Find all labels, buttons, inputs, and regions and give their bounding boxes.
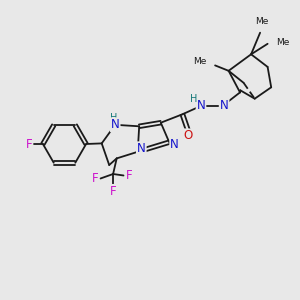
Text: F: F (110, 185, 116, 198)
Text: H: H (190, 94, 197, 104)
Text: H: H (110, 113, 117, 123)
Text: F: F (126, 169, 132, 182)
Text: N: N (220, 99, 229, 112)
Text: Me: Me (276, 38, 290, 47)
Text: N: N (170, 138, 179, 151)
Text: N: N (111, 118, 120, 131)
Text: F: F (92, 172, 98, 185)
Text: Me: Me (193, 57, 207, 66)
Text: N: N (137, 142, 146, 155)
Text: F: F (26, 137, 32, 151)
Text: N: N (196, 99, 206, 112)
Text: Me: Me (255, 17, 268, 26)
Text: O: O (184, 129, 193, 142)
